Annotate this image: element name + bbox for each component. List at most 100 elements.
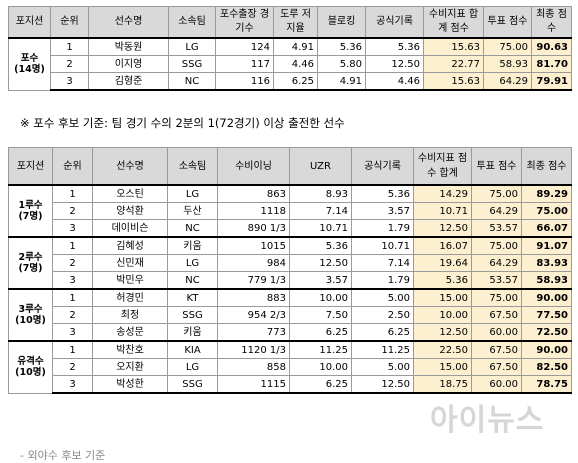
- table-cell: 82.50: [521, 358, 572, 376]
- table-cell: NC: [167, 271, 218, 290]
- column-header: 순위: [52, 147, 93, 186]
- table-cell: 10.71: [351, 236, 414, 255]
- table-cell: 64.29: [471, 202, 522, 220]
- table-cell: 5.36: [365, 37, 424, 56]
- column-header: 소속팀: [168, 6, 216, 39]
- column-header: 선수명: [92, 147, 168, 186]
- table-cell: 60.00: [471, 323, 522, 342]
- table-cell: 4.91: [273, 37, 318, 56]
- table-cell: 신민재: [92, 254, 168, 272]
- table-cell: 12.50: [365, 55, 424, 73]
- position-count: (7명): [18, 263, 43, 274]
- column-header: 공식기록: [365, 6, 424, 39]
- column-header: 포수출장 경기수: [215, 6, 274, 39]
- table-cell: 15.63: [423, 37, 484, 56]
- column-header: 순위: [50, 6, 89, 39]
- table-cell: 12.50: [289, 254, 352, 272]
- table-cell: 75.00: [471, 288, 522, 307]
- table-cell: 5.00: [351, 358, 414, 376]
- column-header: 최종 점수: [521, 147, 572, 186]
- table-row: 3루수 (10명) 1 허경민 KT 883 10.00 5.00 15.00 75.00 90.0…: [8, 288, 572, 342]
- table-cell: 75.00: [471, 236, 522, 255]
- table-cell: 4.46: [365, 72, 424, 91]
- table-cell: 16.07: [413, 236, 472, 255]
- table-cell: 984: [217, 254, 290, 272]
- table-cell: 58.93: [483, 55, 532, 73]
- column-header: 최종 점수: [531, 6, 572, 39]
- table-cell: 58.93: [521, 271, 572, 290]
- column-header: 수비지표 점수 합계: [413, 147, 472, 186]
- table-cell: 12.50: [413, 323, 472, 342]
- position-cell: 1루수 (7명): [8, 184, 53, 238]
- table-cell: 15.63: [423, 72, 484, 91]
- table-row: 포수 (14명) 1 박동원 LG 124 4.91 5.36 5.36 15.63 75.00 90…: [8, 37, 572, 91]
- catcher-table: 포지션 순위 선수명 소속팀 포수출장 경기수 도루 저지율 블로킹 공식기록 수비지표 합계 …: [8, 6, 572, 91]
- table-cell: 890 1/3: [217, 219, 290, 238]
- table-cell: 1.79: [351, 219, 414, 238]
- table-cell: 2: [50, 55, 89, 73]
- table-cell: 863: [217, 184, 290, 203]
- table-cell: 5.36: [413, 271, 472, 290]
- table-cell: 10.00: [289, 358, 352, 376]
- table-row: 2 최정 SSG 954 2/3 7.50 2.50 10.00 67.50 77.50: [9, 306, 572, 324]
- table-cell: 4.46: [273, 55, 318, 73]
- table-cell: 75.00: [483, 37, 532, 56]
- table-cell: 89.29: [521, 184, 572, 203]
- table-cell: 81.70: [531, 55, 572, 73]
- position-name: 1루수: [18, 200, 43, 211]
- table-cell: SSG: [167, 306, 218, 324]
- table-cell: 15.00: [413, 358, 472, 376]
- table-cell: 19.64: [413, 254, 472, 272]
- table-cell: 3: [52, 323, 93, 342]
- table-cell: 1015: [217, 236, 290, 255]
- position-name: 3루수: [18, 304, 43, 315]
- watermark-logo: 아이뉴스: [430, 403, 545, 438]
- table-cell: 79.91: [531, 72, 572, 91]
- table-cell: 10.71: [289, 219, 352, 238]
- table-cell: 11.25: [351, 340, 414, 359]
- table-row: 3 송성문 키움 773 6.25 6.25 12.50 60.00 72.50: [9, 323, 572, 342]
- column-header: 선수명: [88, 6, 169, 39]
- table-cell: 양석환: [92, 202, 168, 220]
- table-cell: 김혜성: [92, 236, 168, 255]
- table-row: 유격수 (10명) 1 박찬호 KIA 1120 1/3 11.25 11.25 22.50 67…: [8, 340, 572, 394]
- table-cell: 116: [215, 72, 274, 91]
- column-header: 수비지표 합계 점수: [423, 6, 484, 39]
- table-cell: 송성문: [92, 323, 168, 342]
- table-cell: 1: [52, 184, 93, 203]
- table-cell: 1115: [217, 375, 290, 394]
- column-header: 블로킹: [317, 6, 366, 39]
- table-cell: 117: [215, 55, 274, 73]
- table-cell: 2.50: [351, 306, 414, 324]
- column-header: 도루 저지율: [273, 6, 318, 39]
- table-cell: 오지환: [92, 358, 168, 376]
- table-cell: 10.00: [413, 306, 472, 324]
- column-header: 투표 점수: [483, 6, 532, 39]
- table-cell: 7.14: [289, 202, 352, 220]
- table-cell: 6.25: [273, 72, 318, 91]
- table-cell: 5.80: [317, 55, 366, 73]
- table-cell: 1.79: [351, 271, 414, 290]
- table-cell: 키움: [167, 323, 218, 342]
- infield-table: 포지션 순위 선수명 소속팀 수비이닝 UZR 공식기록 수비지표 점수 합계 투표 점수 최종 …: [8, 147, 572, 394]
- table-cell: 67.50: [471, 358, 522, 376]
- position-name: 포수: [20, 53, 39, 65]
- table-row: 3 김형준 NC 116 6.25 4.91 4.46 15.63 64.29 79.91: [9, 72, 572, 91]
- table-cell: 2: [52, 254, 93, 272]
- table-cell: SSG: [168, 55, 216, 73]
- table-cell: 67.50: [471, 306, 522, 324]
- table-cell: 8.93: [289, 184, 352, 203]
- position-count: (14명): [14, 64, 45, 76]
- table-cell: 18.75: [413, 375, 472, 394]
- table-cell: NC: [168, 72, 216, 91]
- table-cell: 1118: [217, 202, 290, 220]
- table-cell: 83.93: [521, 254, 572, 272]
- table-cell: 6.25: [351, 323, 414, 342]
- table-cell: 90.63: [531, 37, 572, 56]
- table-cell: 6.25: [289, 375, 352, 394]
- position-cell: 포수 (14명): [8, 37, 51, 91]
- table-cell: 75.00: [521, 202, 572, 220]
- table-cell: 키움: [167, 236, 218, 255]
- table-row: 2 양석환 두산 1118 7.14 3.57 10.71 64.29 75.00: [9, 202, 572, 220]
- table-cell: 5.36: [289, 236, 352, 255]
